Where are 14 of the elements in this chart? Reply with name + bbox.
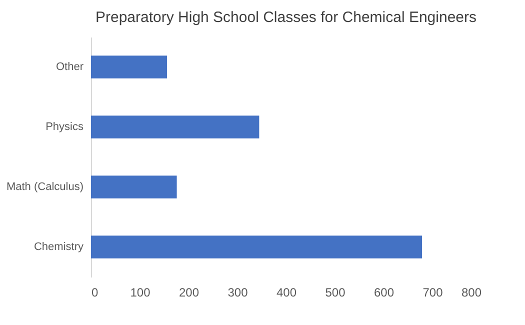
x-tick-label: 100 bbox=[130, 286, 151, 300]
chart-title: Preparatory High School Classes for Chemical Engineers bbox=[95, 9, 477, 26]
y-tick-label: Chemistry bbox=[34, 241, 84, 253]
x-tick-label: 300 bbox=[228, 286, 248, 300]
x-tick-label: 200 bbox=[178, 286, 200, 300]
y-tick-label: Other bbox=[56, 61, 84, 73]
y-tick-label: Math (Calculus) bbox=[6, 181, 84, 193]
x-tick-label: 800 bbox=[461, 286, 482, 300]
x-tick-label: 500 bbox=[325, 286, 346, 300]
x-tick-label: 700 bbox=[422, 286, 444, 300]
x-tick-label: 400 bbox=[276, 286, 297, 300]
y-tick-label: Physics bbox=[46, 121, 84, 133]
x-tick-label: 0 bbox=[92, 286, 98, 300]
x-tick-label: 600 bbox=[374, 286, 394, 300]
